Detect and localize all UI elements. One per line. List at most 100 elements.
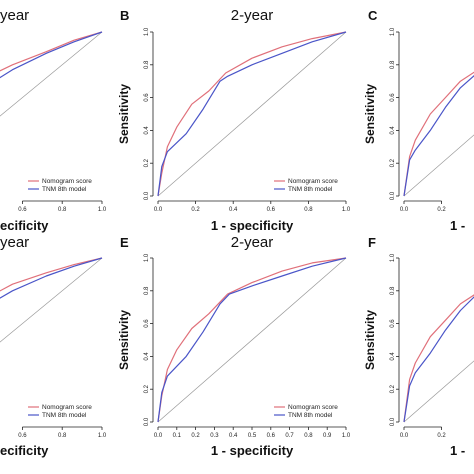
legend-entry: Nomogram score: [42, 404, 92, 411]
legend-entry: Nomogram score: [288, 178, 338, 185]
x-tick-label: 0.6: [18, 433, 27, 439]
panel-label: C: [368, 8, 378, 23]
y-tick-label: 0.6: [390, 93, 396, 102]
x-tick-label: 1.0: [98, 207, 107, 213]
panel-label: E: [120, 235, 129, 250]
y-tick-label: 1.0: [144, 27, 150, 36]
nomogram-curve: [0, 31, 103, 72]
y-tick-label: 0.2: [390, 158, 396, 167]
y-tick-label: 1.0: [144, 253, 150, 262]
y-tick-label: 0.4: [390, 352, 396, 361]
y-tick-label: 0.0: [144, 417, 150, 426]
x-tick-label: 0.0: [154, 433, 163, 439]
nomogram-curve: [0, 257, 103, 292]
nomogram-curve: [403, 294, 474, 423]
y-axis-label: Sensitivity: [117, 84, 131, 144]
tnm-curve: [157, 257, 347, 423]
y-tick-label: 0.8: [144, 60, 150, 69]
x-tick-label: 0.8: [58, 433, 67, 439]
y-tick-label: 0.8: [390, 60, 396, 69]
y-tick-label: 0.6: [144, 93, 150, 102]
nomogram-curve: [157, 257, 347, 423]
nomogram-curve: [403, 71, 474, 197]
x-axis-label: 1 - specificity: [211, 443, 294, 458]
roc-panel-d: year ecificity 0.6 0.8 1.0 Nomogram scoreTNM …: [0, 234, 107, 458]
roc-panel-f: F Sensitivity 1 - 0.0 0.2 0.4 0.6 0.8 1.0 0.0 0.2: [363, 235, 474, 458]
reference-diagonal: [157, 31, 347, 197]
x-tick-label: 0.0: [154, 207, 163, 213]
y-tick-label: 0.0: [144, 191, 150, 200]
y-tick-label: 0.0: [390, 417, 396, 426]
x-tick-label: 0.4: [229, 433, 238, 439]
tnm-curve: [0, 257, 103, 299]
x-tick-label: 0.2: [191, 433, 200, 439]
tnm-curve: [157, 31, 347, 197]
tnm-curve: [403, 296, 474, 423]
x-axis-label: ecificity: [0, 218, 49, 233]
y-tick-label: 0.2: [144, 158, 150, 167]
x-tick-label: 0.0: [400, 207, 409, 213]
y-tick-label: 1.0: [390, 253, 396, 262]
tnm-curve: [403, 75, 474, 197]
panel-label: B: [120, 8, 129, 23]
y-tick-label: 0.2: [390, 384, 396, 393]
panel-title: 2-year: [231, 234, 274, 251]
reference-diagonal: [0, 31, 103, 117]
panel-title: year: [0, 234, 29, 251]
x-tick-label: 0.4: [229, 207, 238, 213]
x-tick-label: 0.1: [173, 433, 182, 439]
x-axis-label: ecificity: [0, 443, 49, 458]
x-tick-label: 0.5: [248, 433, 257, 439]
legend-entry: TNM 8th model: [288, 186, 333, 193]
panel-label: F: [368, 235, 376, 250]
y-tick-label: 0.4: [144, 126, 150, 135]
roc-panel-b: B 2-year Sensitivity 1 - specificity 0.0 0.2 0…: [117, 7, 351, 233]
y-axis-label: Sensitivity: [117, 310, 131, 370]
y-tick-label: 0.8: [144, 286, 150, 295]
legend-entry: Nomogram score: [288, 404, 338, 411]
x-tick-label: 0.7: [285, 433, 294, 439]
reference-diagonal: [403, 360, 474, 423]
x-tick-label: 0.6: [267, 433, 276, 439]
roc-panel-a: year ecificity 0.6 0.8 1.0 Nomogram scoreTNM …: [0, 7, 107, 233]
x-tick-label: 1.0: [98, 433, 107, 439]
legend-entry: TNM 8th model: [42, 186, 87, 193]
reference-diagonal: [403, 134, 474, 197]
x-tick-label: 0.9: [323, 433, 332, 439]
reference-diagonal: [157, 257, 347, 423]
x-tick-label: 0.8: [304, 207, 313, 213]
y-tick-label: 0.4: [390, 126, 396, 135]
y-tick-label: 0.0: [390, 191, 396, 200]
x-axis-label: 1 - specificity: [211, 218, 294, 233]
x-tick-label: 1.0: [342, 207, 351, 213]
y-tick-label: 1.0: [390, 27, 396, 36]
y-tick-label: 0.4: [144, 352, 150, 361]
x-axis-label: 1 -: [450, 443, 465, 458]
x-tick-label: 0.2: [191, 207, 200, 213]
x-tick-label: 0.6: [18, 207, 27, 213]
tnm-curve: [0, 31, 103, 79]
x-tick-label: 0.2: [437, 207, 446, 213]
roc-panel-c: C Sensitivity 1 - 0.0 0.2 0.4 0.6 0.8 1.0 0.0 0.2: [363, 8, 474, 233]
panel-title: year: [0, 7, 29, 24]
roc-panel-e: E 2-year Sensitivity 1 - specificity 0.0 0.2 0…: [117, 234, 351, 458]
legend-entry: TNM 8th model: [288, 412, 333, 419]
y-tick-label: 0.8: [390, 286, 396, 295]
x-tick-label: 0.2: [437, 433, 446, 439]
x-tick-label: 0.3: [210, 433, 219, 439]
x-axis-label: 1 -: [450, 218, 465, 233]
x-tick-label: 0.0: [400, 433, 409, 439]
y-axis-label: Sensitivity: [363, 310, 377, 370]
legend-entry: Nomogram score: [42, 178, 92, 185]
x-tick-label: 0.6: [267, 207, 276, 213]
panel-title: 2-year: [231, 7, 274, 24]
y-axis-label: Sensitivity: [363, 84, 377, 144]
x-tick-label: 0.8: [58, 207, 67, 213]
y-tick-label: 0.6: [144, 319, 150, 328]
y-tick-label: 0.6: [390, 319, 396, 328]
